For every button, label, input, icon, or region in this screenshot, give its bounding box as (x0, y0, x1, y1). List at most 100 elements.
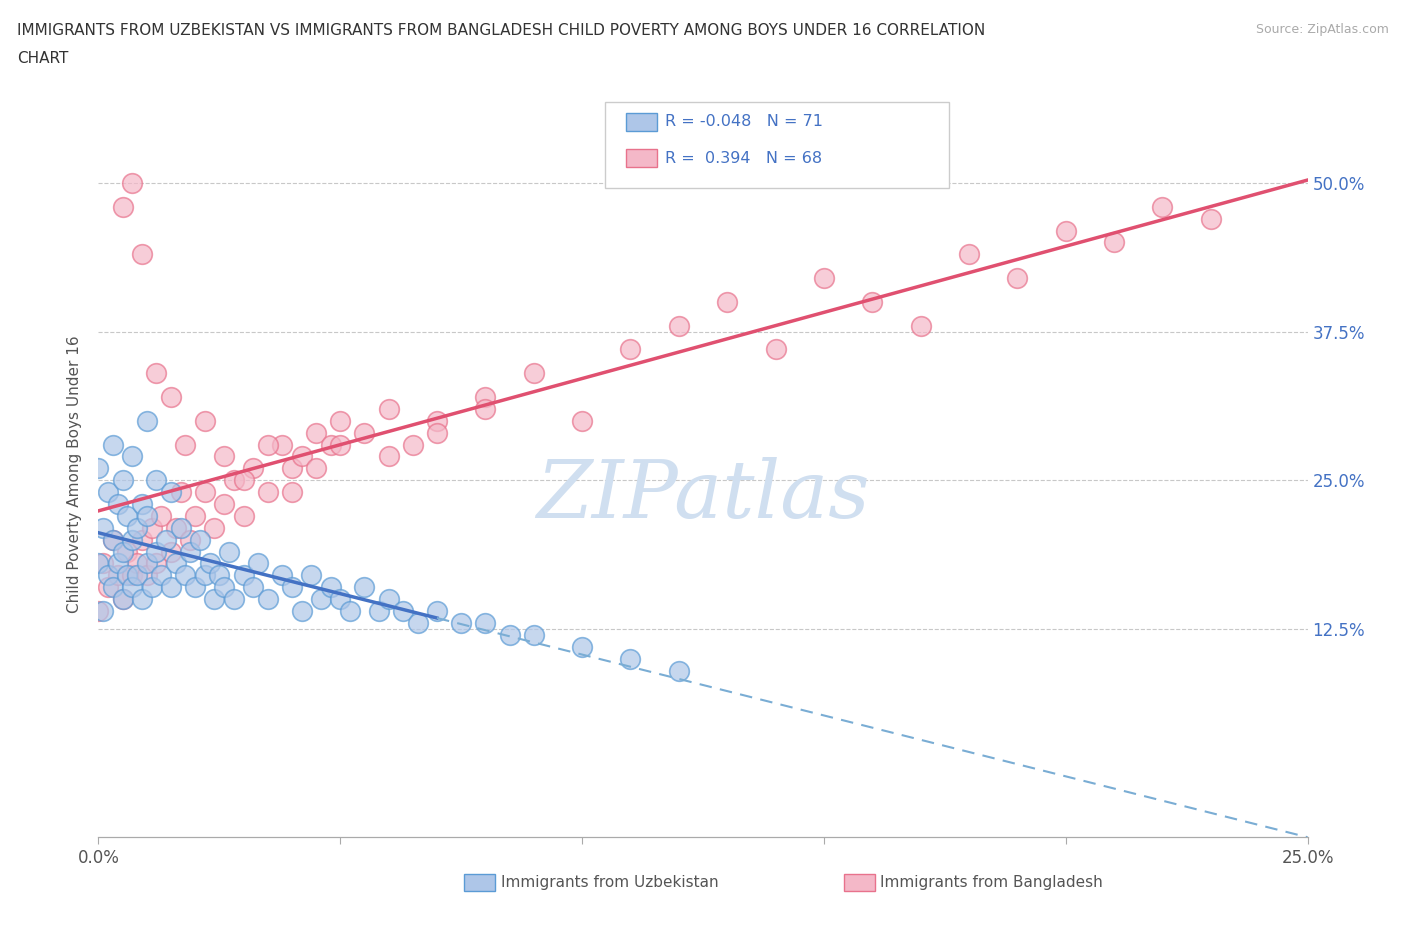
Point (242, 579, 264, 594)
Text: ZIPatlas: ZIPatlas (536, 458, 870, 535)
Point (1007, 271, 1029, 286)
Point (150, 509, 173, 524)
Point (212, 497, 235, 512)
Point (155, 532, 177, 547)
Point (256, 437, 278, 452)
Point (281, 579, 304, 594)
Point (619, 342, 641, 357)
Point (91, 604, 114, 618)
Point (194, 568, 217, 583)
Point (212, 579, 235, 594)
Y-axis label: Child Poverty Among Boys Under 16: Child Poverty Among Boys Under 16 (67, 336, 83, 613)
Point (107, 556, 129, 571)
Point (474, 390, 496, 405)
Point (305, 425, 328, 440)
Point (1152, 199, 1174, 214)
Point (668, 663, 690, 678)
Point (169, 485, 191, 499)
Text: Source: ZipAtlas.com: Source: ZipAtlas.com (1256, 23, 1389, 36)
Point (222, 472, 245, 487)
Point (523, 365, 546, 380)
Point (474, 402, 496, 417)
Point (339, 604, 361, 618)
Point (101, 532, 124, 547)
Point (281, 461, 304, 476)
Point (619, 651, 641, 666)
Point (198, 556, 221, 571)
Point (160, 544, 183, 559)
Point (232, 568, 254, 583)
Point (256, 485, 278, 499)
Point (121, 532, 143, 547)
Point (1199, 211, 1222, 226)
Point (97, 568, 120, 583)
Point (571, 639, 593, 654)
Point (165, 556, 187, 571)
Point (127, 521, 149, 536)
Point (860, 295, 883, 310)
Point (290, 449, 312, 464)
Point (319, 437, 342, 452)
Point (141, 521, 163, 536)
Point (377, 591, 399, 606)
Point (208, 568, 231, 583)
Point (329, 437, 352, 452)
Point (145, 544, 167, 559)
Point (406, 616, 429, 631)
Point (498, 628, 520, 643)
Point (111, 472, 134, 487)
Point (87, 556, 110, 571)
Point (377, 449, 399, 464)
Point (329, 591, 352, 606)
Point (131, 246, 153, 261)
Point (329, 413, 352, 428)
Point (111, 591, 134, 606)
Point (426, 425, 449, 440)
Point (281, 485, 304, 499)
Point (135, 413, 157, 428)
Point (204, 591, 226, 606)
Point (571, 413, 593, 428)
Point (141, 579, 163, 594)
Point (290, 604, 312, 618)
Point (145, 472, 167, 487)
Point (319, 579, 342, 594)
Point (299, 568, 322, 583)
Point (392, 604, 415, 618)
Point (160, 579, 183, 594)
Point (91, 556, 114, 571)
Point (1054, 223, 1077, 238)
Point (957, 246, 980, 261)
Text: Immigrants from Bangladesh: Immigrants from Bangladesh (880, 875, 1102, 890)
Point (368, 604, 391, 618)
Point (668, 318, 690, 333)
Point (271, 437, 294, 452)
Point (165, 521, 187, 536)
Point (222, 591, 245, 606)
Point (101, 579, 124, 594)
Point (523, 628, 546, 643)
Point (145, 365, 167, 380)
Point (169, 521, 191, 536)
Point (232, 472, 254, 487)
Point (716, 295, 738, 310)
Point (402, 437, 425, 452)
Point (117, 568, 139, 583)
Point (160, 485, 183, 499)
Point (111, 199, 134, 214)
Point (204, 521, 226, 536)
Text: R = -0.048   N = 71: R = -0.048 N = 71 (665, 114, 823, 129)
Point (150, 568, 173, 583)
Point (309, 591, 332, 606)
Point (813, 271, 835, 286)
Point (179, 544, 201, 559)
Point (184, 509, 207, 524)
Text: CHART: CHART (17, 51, 69, 66)
Point (111, 591, 134, 606)
Point (218, 544, 240, 559)
Point (174, 568, 197, 583)
Point (1102, 235, 1125, 250)
Point (127, 568, 149, 583)
Point (87, 461, 110, 476)
Point (426, 413, 449, 428)
